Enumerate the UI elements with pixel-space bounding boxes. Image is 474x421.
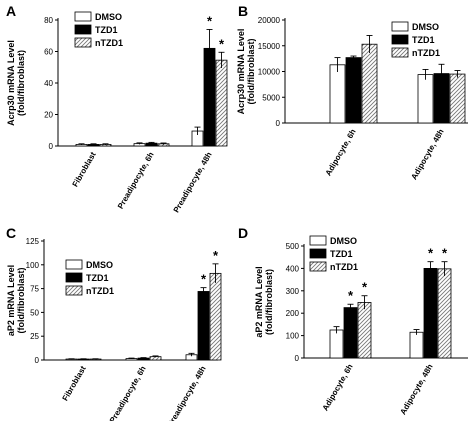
panel-a: A Acrp30 mRNA Level(fold/fibroblast) 0 20 40… — [6, 3, 228, 214]
legend-swatch-dmso — [65, 259, 83, 270]
y-tick-label: 20 — [44, 111, 53, 120]
bar-dmso — [417, 74, 434, 124]
bar-tzd1 — [343, 307, 358, 359]
legend-label: DMSO — [86, 260, 113, 270]
legend-swatch-ntzd1 — [65, 285, 83, 296]
y-tick-label: 0 — [35, 356, 40, 365]
y-tick-label: 20000 — [258, 16, 281, 25]
x-category-label: Adipocyte, 6h — [321, 362, 355, 412]
y-tick-label: 400 — [286, 264, 300, 273]
y-tick-label: 40 — [44, 79, 53, 88]
legend-label: nTZD1 — [86, 286, 114, 296]
y-tick-label: 60 — [44, 48, 53, 57]
y-tick-label: 300 — [286, 287, 300, 296]
bar-ntzd1 — [449, 73, 466, 124]
y-tick-label: 75 — [30, 285, 39, 294]
legend-label: DMSO — [95, 12, 122, 22]
bar-tzd1 — [197, 291, 210, 361]
legend-swatch-tzd1 — [65, 272, 83, 283]
y-axis-label: Acrp30 mRNA Level(fold/fibroblast) — [6, 40, 26, 126]
bar-ntzd1 — [357, 302, 372, 359]
panel-letter: A — [6, 3, 16, 19]
legend-label: TZD1 — [86, 273, 109, 283]
significance-star: * — [201, 272, 207, 287]
significance-star: * — [428, 246, 434, 261]
y-tick-label: 100 — [286, 332, 300, 341]
y-tick-label: 100 — [26, 261, 40, 270]
legend: DMSO TZD1 nTZD1 — [65, 259, 114, 296]
legend-swatch-tzd1 — [309, 248, 327, 259]
y-axis-label: aP2 mRNA Level(fold/fibroblast) — [254, 266, 274, 337]
significance-star: * — [207, 13, 213, 28]
significance-star: * — [213, 248, 219, 263]
legend: DMSO TZD1 nTZD1 — [74, 11, 123, 48]
y-tick-label: 15000 — [258, 42, 281, 51]
legend-label: nTZD1 — [95, 38, 123, 48]
y-tick-label: 0 — [295, 354, 300, 363]
significance-star: * — [219, 36, 225, 51]
panel-letter: B — [238, 3, 248, 19]
x-category-label: Preadipocyte, 6h — [108, 364, 148, 421]
y-tick-label: 0 — [276, 119, 281, 128]
bar-dmso — [329, 64, 346, 124]
x-category-label: Adipocyte, 48h — [398, 362, 434, 416]
y-tick-label: 200 — [286, 309, 300, 318]
bar-ntzd1 — [215, 59, 228, 147]
bar-ntzd1 — [437, 268, 452, 359]
x-category-label: Adipocyte, 6h — [324, 127, 358, 177]
bar-dmso — [409, 331, 424, 359]
x-category-label: Adipocyte, 48h — [409, 127, 445, 181]
significance-star: * — [348, 288, 354, 303]
legend: DMSO TZD1 nTZD1 — [391, 21, 440, 58]
legend-label: nTZD1 — [412, 48, 440, 58]
x-category-label: Preadipocyte, 48h — [166, 364, 208, 421]
bar-ntzd1 — [209, 272, 222, 361]
legend-label: DMSO — [330, 236, 357, 246]
y-tick-label: 0 — [49, 142, 54, 151]
legend-swatch-tzd1 — [74, 24, 92, 35]
legend-label: DMSO — [412, 22, 439, 32]
legend-swatch-ntzd1 — [309, 261, 327, 272]
panel-letter: C — [6, 225, 16, 241]
x-category-label: Fibroblast — [71, 150, 98, 188]
significance-star: * — [442, 246, 448, 261]
x-category-label: Preadipocyte, 6h — [116, 150, 156, 210]
legend-swatch-ntzd1 — [391, 47, 409, 58]
legend-swatch-dmso — [74, 11, 92, 22]
panel-b: B Acrp30 mRNA Level(fold/fibroblast) 0 5000… — [236, 3, 468, 181]
legend-label: TZD1 — [95, 25, 118, 35]
y-axis-label: aP2 mRNA Level(fold/fibroblast) — [6, 265, 26, 336]
x-category-label: Preadipocyte, 48h — [172, 150, 214, 214]
y-tick-label: 25 — [30, 332, 39, 341]
y-tick-label: 125 — [26, 237, 40, 246]
legend: DMSO TZD1 nTZD1 — [309, 235, 358, 272]
legend-label: TZD1 — [330, 249, 353, 259]
significance-star: * — [362, 280, 368, 295]
y-axis-label: Acrp30 mRNA Level(fold/fibroblast) — [236, 29, 256, 115]
y-tick-label: 10000 — [258, 68, 281, 77]
legend-label: TZD1 — [412, 35, 435, 45]
legend-swatch-tzd1 — [391, 34, 409, 45]
y-tick-label: 50 — [30, 308, 39, 317]
y-tick-label: 80 — [44, 16, 53, 25]
panel-letter: D — [238, 225, 248, 241]
x-category-label: Fibroblast — [61, 364, 88, 402]
y-tick-label: 5000 — [262, 93, 280, 102]
bar-ntzd1 — [361, 43, 378, 124]
legend-swatch-dmso — [391, 21, 409, 32]
y-tick-label: 500 — [286, 242, 300, 251]
bar-tzd1 — [423, 267, 438, 359]
legend-swatch-dmso — [309, 235, 327, 246]
bar-tzd1 — [345, 57, 362, 124]
legend-label: nTZD1 — [330, 262, 358, 272]
bar-dmso — [329, 329, 344, 359]
legend-swatch-ntzd1 — [74, 37, 92, 48]
